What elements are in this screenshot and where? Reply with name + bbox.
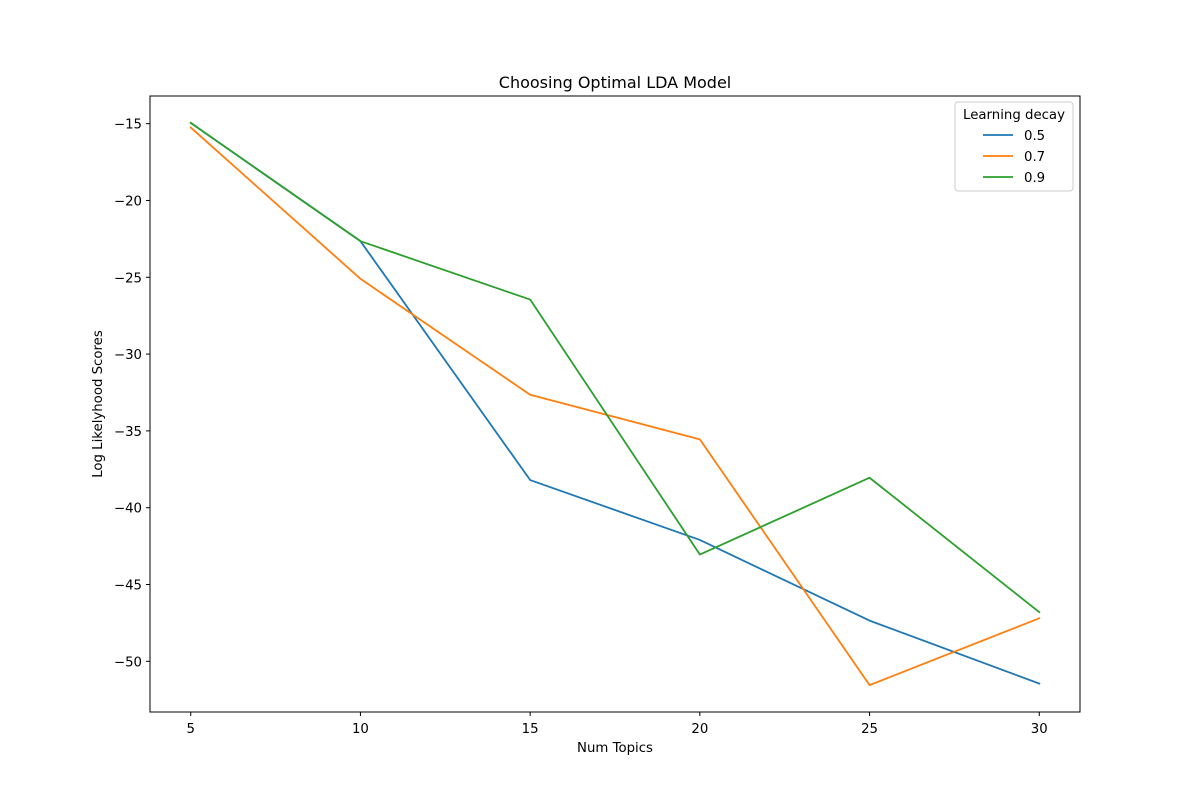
chart-title: Choosing Optimal LDA Model xyxy=(499,73,731,92)
x-tick-label: 15 xyxy=(522,722,539,737)
legend: Learning decay 0.5 0.7 0.9 xyxy=(954,101,1074,192)
plot-frame xyxy=(149,95,1081,713)
y-tick-label: −40 xyxy=(114,502,142,517)
x-tick-label: 5 xyxy=(186,722,194,737)
x-tick-label: 20 xyxy=(691,722,708,737)
legend-label: 0.5 xyxy=(1024,129,1045,144)
y-tick-label: −20 xyxy=(114,194,142,209)
x-axis-label: Num Topics xyxy=(577,741,653,756)
x-tick-label: 30 xyxy=(1031,722,1048,737)
x-tick-label: 25 xyxy=(861,722,878,737)
legend-entries: 0.5 0.7 0.9 xyxy=(983,129,1045,186)
x-axis: 5 10 15 20 25 30 xyxy=(186,712,1048,737)
x-tick-label: 10 xyxy=(352,722,369,737)
y-tick-label: −15 xyxy=(114,118,142,133)
legend-box xyxy=(954,101,1074,192)
y-tick-label: −25 xyxy=(114,271,142,286)
y-tick-label: −45 xyxy=(114,578,142,593)
y-axis: −15 −20 −25 −30 −35 −40 −45 −50 xyxy=(114,118,150,670)
y-axis-label: Log Likelyhood Scores xyxy=(91,330,106,478)
series-line-0-9 xyxy=(189,121,1041,614)
series-lines xyxy=(189,121,1041,687)
series-line-0-7 xyxy=(189,126,1041,687)
legend-label: 0.7 xyxy=(1024,150,1045,165)
legend-title: Learning decay xyxy=(963,108,1065,123)
y-tick-label: −35 xyxy=(114,425,142,440)
legend-label: 0.9 xyxy=(1024,171,1045,186)
y-tick-label: −30 xyxy=(114,348,142,363)
y-tick-label: −50 xyxy=(114,655,142,670)
